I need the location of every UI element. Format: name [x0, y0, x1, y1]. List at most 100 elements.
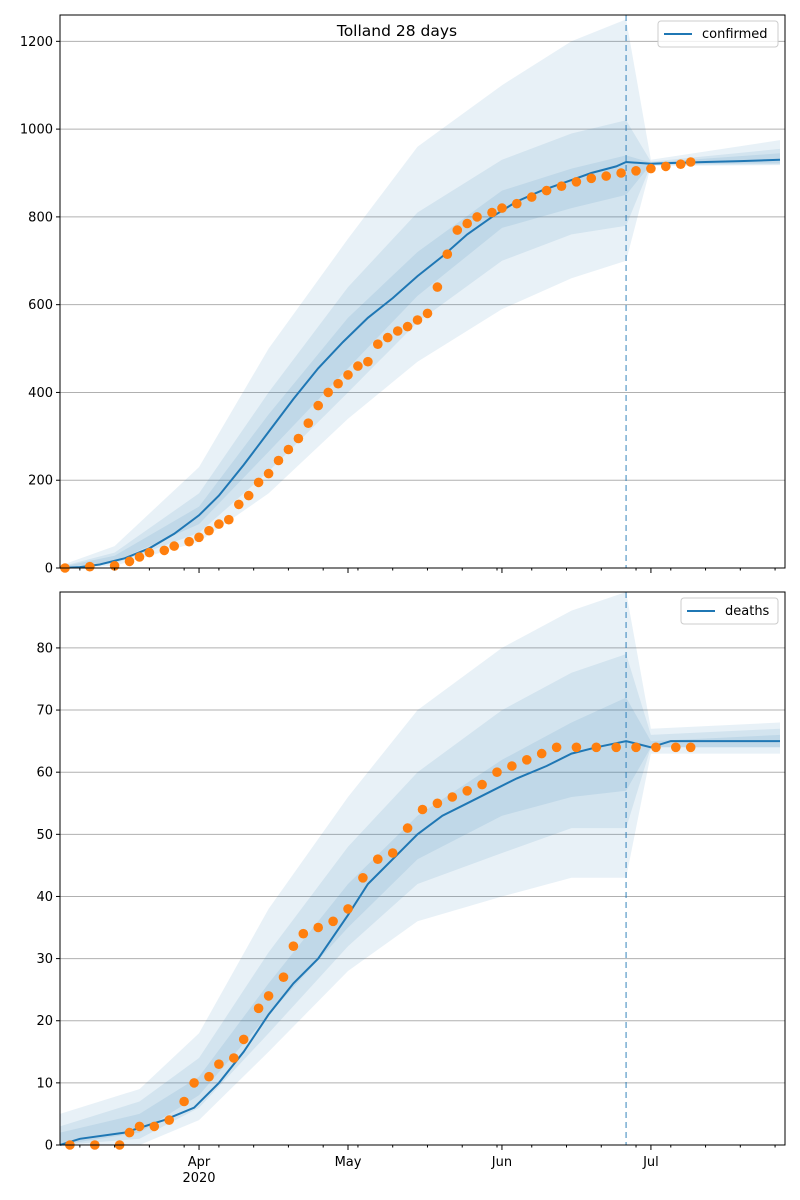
data-point: [353, 361, 363, 371]
y-tick-label: 1200: [20, 35, 53, 50]
data-point: [591, 742, 602, 753]
x-year-label: 2020: [182, 1171, 215, 1186]
data-point: [631, 166, 641, 176]
y-tick-label: 30: [36, 952, 53, 967]
y-tick-label: 60: [36, 766, 53, 781]
data-point: [507, 761, 517, 771]
data-point: [462, 786, 473, 796]
data-point: [685, 742, 696, 753]
y-tick-label: 800: [28, 210, 53, 225]
data-point: [462, 218, 473, 229]
data-point: [263, 991, 274, 1001]
x-axis: Apr May Jun Jul 2020: [79, 1145, 776, 1186]
data-point: [194, 532, 204, 543]
data-point: [234, 499, 244, 510]
data-point: [278, 972, 289, 982]
data-point: [313, 922, 324, 933]
data-point: [541, 185, 552, 196]
data-point: [601, 171, 611, 181]
data-point: [556, 181, 567, 191]
data-point: [134, 1121, 145, 1132]
legend-box: [680, 597, 779, 625]
data-point: [373, 339, 383, 350]
data-point: [685, 157, 696, 167]
data-point: [229, 1053, 239, 1063]
data-point: [472, 212, 482, 222]
uncertainty-bands: [60, 592, 780, 1145]
data-point: [671, 742, 681, 753]
y-axis: 0 10 20 30 40 50 60 70 80: [36, 641, 60, 1154]
data-point: [387, 848, 398, 858]
y-tick-label: 40: [36, 890, 53, 905]
data-point: [392, 326, 403, 336]
band-inner: [60, 697, 780, 1145]
data-point: [343, 370, 353, 380]
data-point: [204, 525, 214, 536]
plot-area: [60, 15, 785, 568]
y-tick-label: 400: [28, 386, 53, 401]
data-point: [646, 163, 656, 174]
x-axis: [79, 568, 776, 573]
data-point: [492, 767, 502, 777]
y-tick-label: 80: [36, 641, 53, 656]
data-point: [402, 823, 413, 833]
data-point: [536, 748, 547, 759]
data-point: [124, 556, 135, 567]
data-point: [149, 1121, 160, 1132]
data-point: [526, 192, 537, 202]
y-tick-label: 20: [36, 1014, 53, 1029]
legend: confirmed: [657, 20, 779, 48]
uncertainty-bands: [60, 19, 780, 569]
y-axis: 0 200 400 600 800 1000 1200: [20, 35, 60, 577]
data-point: [288, 941, 299, 951]
data-point: [263, 468, 274, 479]
data-point: [283, 444, 294, 455]
legend-box: [657, 20, 779, 48]
data-point: [611, 742, 621, 753]
data-point: [512, 198, 522, 209]
data-point: [651, 742, 661, 753]
chart-title: Tolland 28 days: [336, 22, 457, 40]
x-tick-label: Apr: [188, 1155, 211, 1170]
x-tick-label: Jul: [642, 1155, 659, 1170]
data-point: [422, 308, 433, 319]
data-point: [477, 779, 487, 790]
data-point: [303, 418, 314, 429]
data-point: [184, 536, 194, 547]
data-point: [373, 854, 383, 864]
x-tick-label: Jun: [491, 1155, 512, 1170]
data-point: [417, 804, 428, 815]
series-lines: [59, 158, 781, 569]
data-point: [432, 282, 443, 292]
data-point: [253, 1003, 264, 1014]
y-tick-label: 200: [28, 474, 53, 489]
data-point: [487, 207, 497, 218]
data-point: [358, 873, 368, 883]
x-tick-label: May: [335, 1155, 362, 1170]
data-point: [432, 798, 443, 809]
observed-points: [65, 742, 696, 1150]
data-point: [243, 490, 254, 501]
axes-frame: [59, 14, 786, 569]
data-point: [616, 168, 626, 178]
data-point: [586, 173, 597, 184]
data-point: [224, 514, 234, 525]
data-point: [134, 552, 145, 562]
data-point: [124, 1127, 135, 1138]
deaths-panel: 0 10 20 30 40 50 60 70 80 Apr May Jun Jul 2020 death…: [36, 591, 786, 1186]
data-point: [189, 1078, 199, 1088]
data-point: [412, 315, 423, 325]
data-point: [273, 455, 284, 466]
data-point: [164, 1115, 174, 1125]
data-point: [204, 1071, 214, 1082]
data-point: [214, 519, 224, 529]
data-point: [402, 321, 413, 332]
observed-points: [60, 157, 696, 573]
band-middle: [60, 120, 780, 569]
band-middle: [60, 654, 780, 1145]
y-tick-label: 0: [45, 1139, 53, 1154]
data-point: [253, 477, 264, 488]
y-tick-label: 600: [28, 298, 53, 313]
data-point: [363, 356, 373, 367]
